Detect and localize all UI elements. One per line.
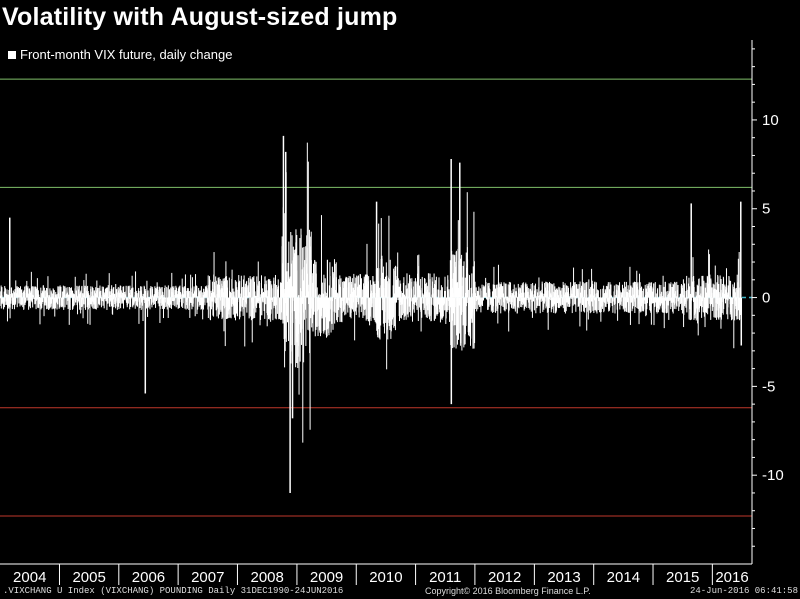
x-tick-label: 2008	[251, 569, 284, 586]
x-tick-label: 2014	[607, 569, 640, 586]
x-tick-label: 2013	[547, 569, 580, 586]
y-tick-label: -10	[762, 467, 784, 484]
legend-label: Front-month VIX future, daily change	[20, 47, 233, 62]
x-tick-label: 2007	[191, 569, 224, 586]
x-tick-label: 2006	[132, 569, 165, 586]
y-tick-label: 10	[762, 112, 779, 129]
y-tick-label: -5	[762, 378, 775, 395]
data-bars	[0, 135, 743, 493]
chart-title: Volatility with August-sized jump	[2, 3, 398, 31]
footer-copyright: Copyright© 2016 Bloomberg Finance L.P.	[425, 586, 591, 596]
y-axis: 10 5 0 -5 -10	[751, 40, 784, 564]
x-axis: 2004 2005 2006 2007 2008 2009 2010 2011 2012 2013…	[0, 563, 752, 586]
x-tick-label: 2004	[13, 569, 46, 586]
footer-index-info: .VIXCHANG U Index (VIXCHANG) POUNDING Da…	[3, 586, 344, 596]
legend-swatch	[8, 50, 16, 59]
footer-timestamp: 24-Jun-2016 06:41:58	[689, 586, 798, 596]
x-tick-label: 2010	[369, 569, 402, 586]
x-tick-label: 2009	[310, 569, 343, 586]
chart-legend: Front-month VIX future, daily change	[8, 47, 232, 62]
x-tick-label: 2005	[72, 569, 105, 586]
y-tick-label: 5	[762, 201, 770, 218]
x-tick-label: 2012	[488, 569, 521, 586]
x-tick-label: 2016	[715, 569, 748, 586]
x-tick-label: 2015	[666, 569, 699, 586]
x-tick-label: 2011	[429, 569, 461, 586]
y-tick-label: 0	[762, 290, 770, 307]
